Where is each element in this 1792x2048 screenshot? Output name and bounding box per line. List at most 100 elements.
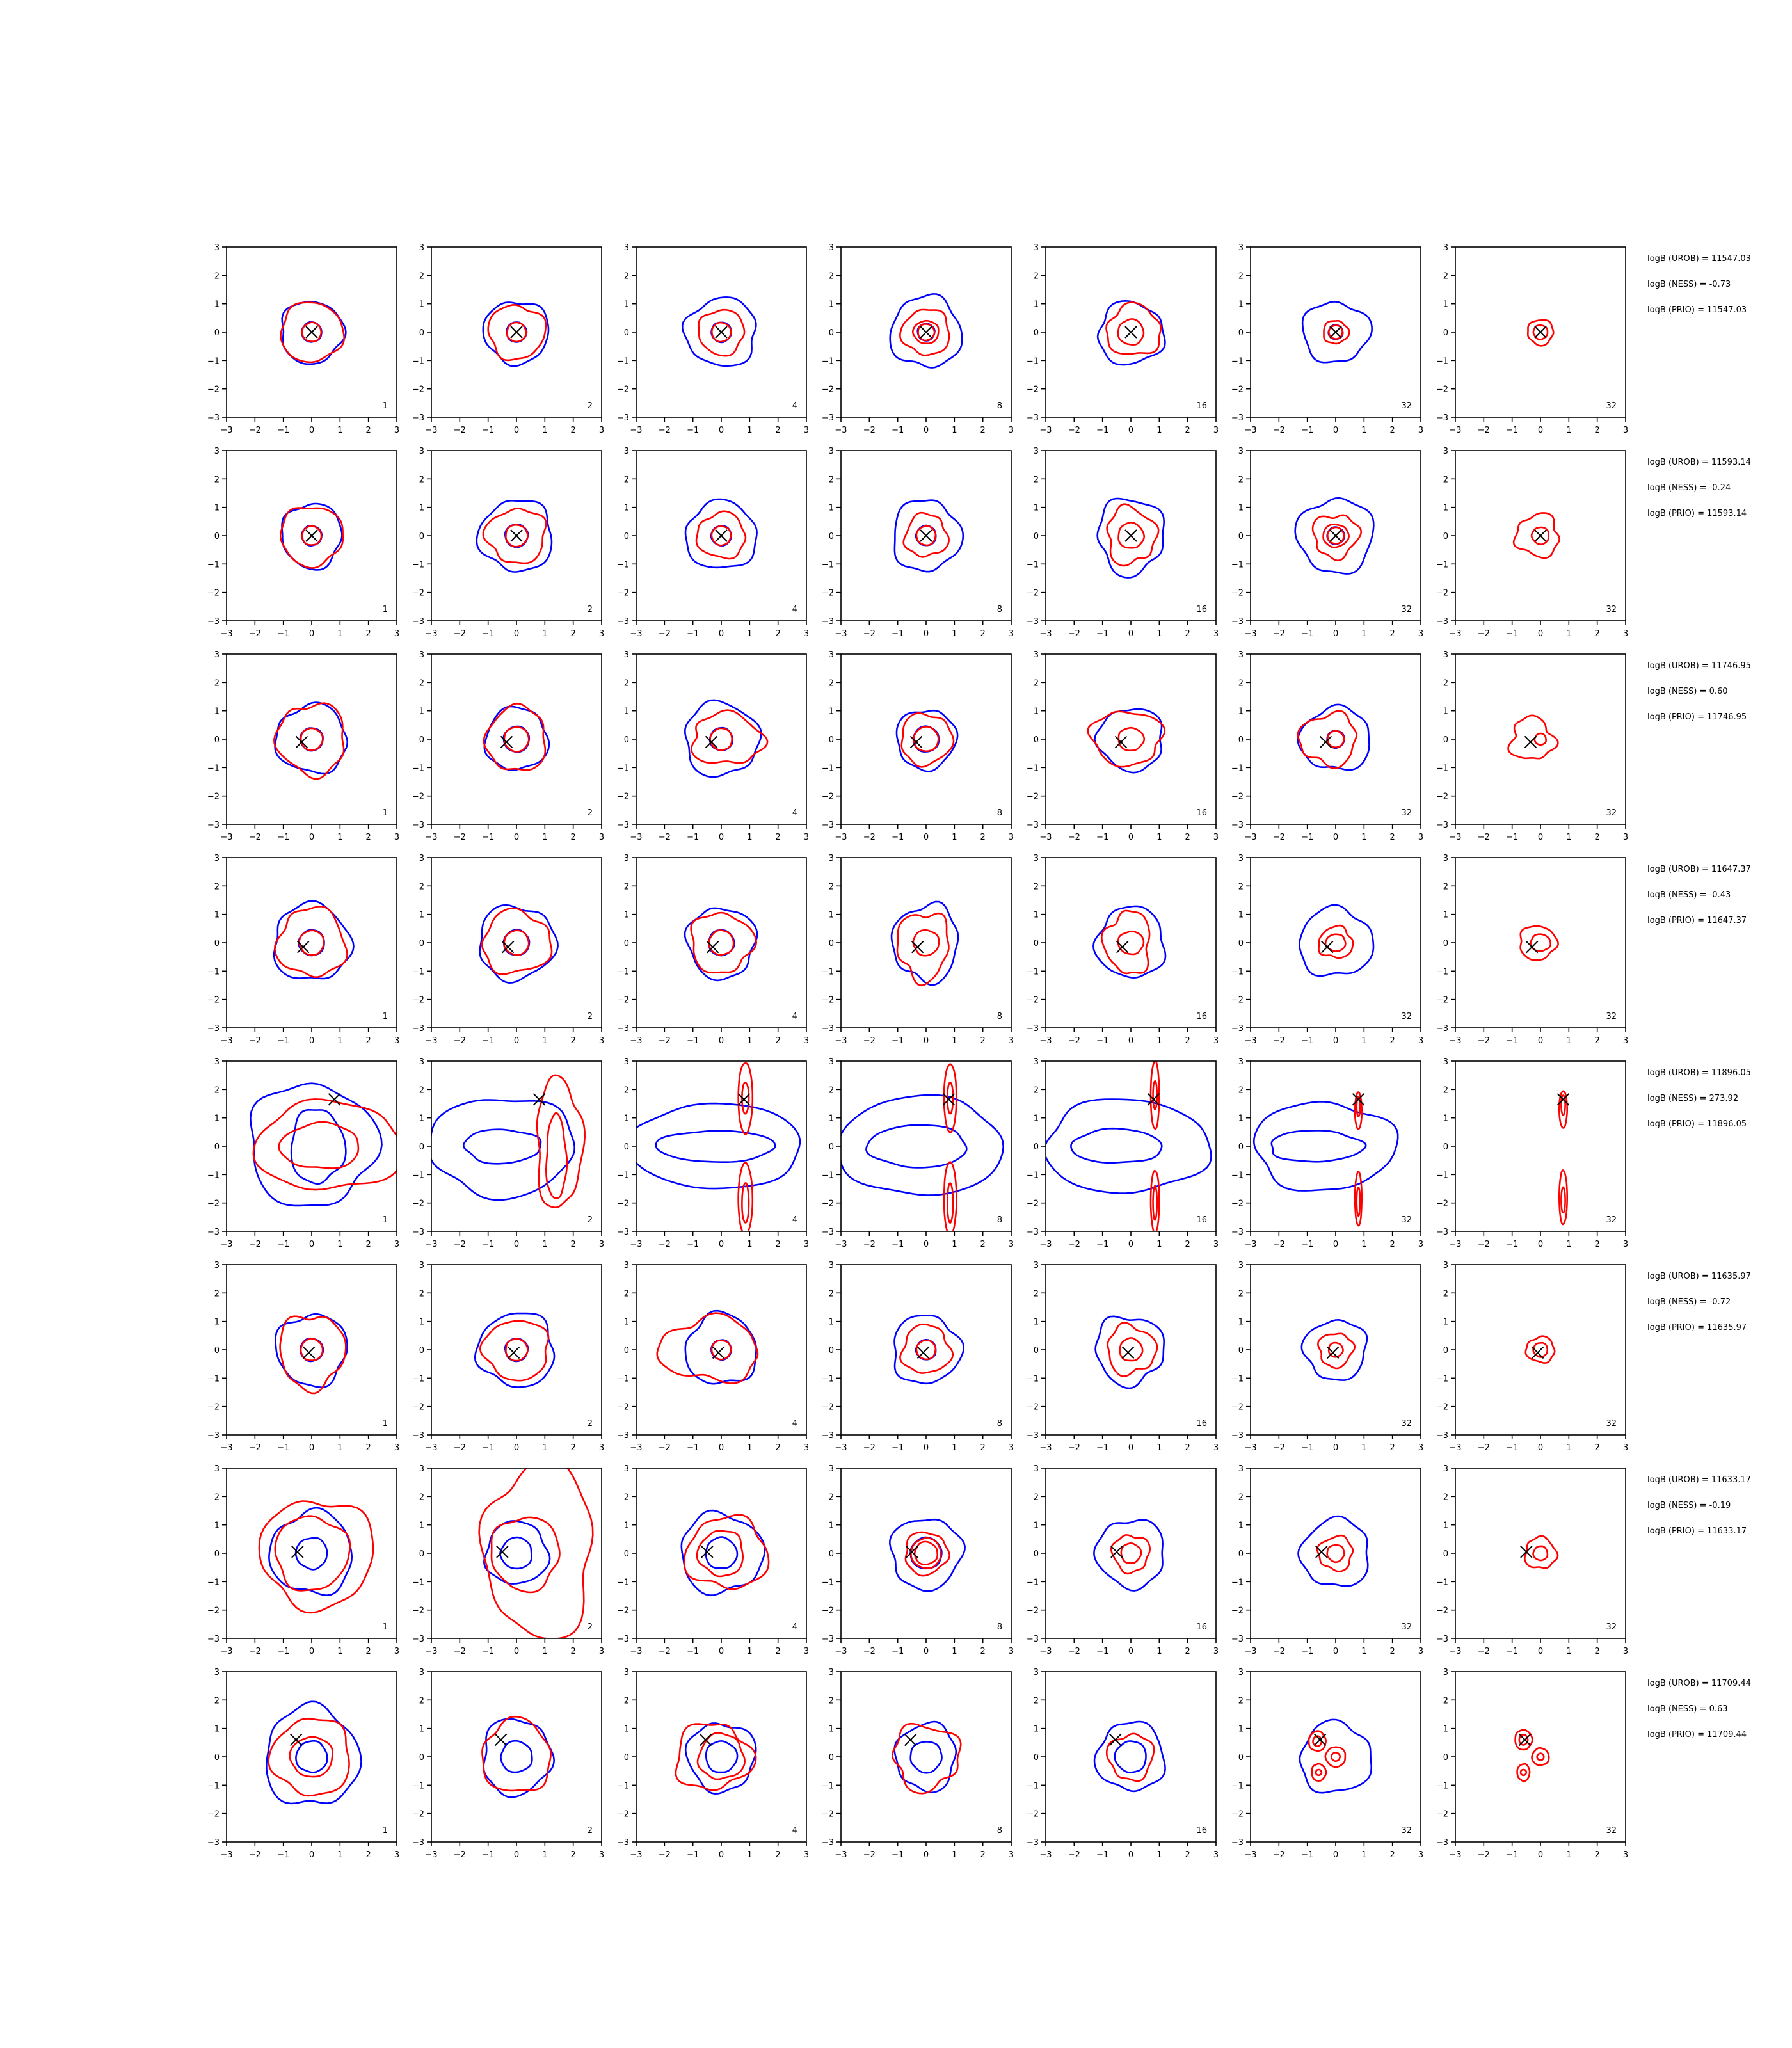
x-tick-label: 3 — [804, 1850, 809, 1860]
red-contour — [536, 1074, 586, 1208]
y-tick-label: −1 — [822, 967, 834, 977]
x-tick-label: 1 — [1156, 1240, 1162, 1249]
y-tick-label: 0 — [829, 1346, 834, 1356]
red-contour — [1524, 1335, 1556, 1364]
logb-stat: logB (UROB) = 11746.95 — [1647, 661, 1751, 671]
subplot-r8-c4: −3−3 −2 −2 −1 −1 0 0 1 1 2 2 3 3 8 — [822, 1668, 1014, 1860]
x-tick-label: 3 — [394, 426, 399, 435]
subplot-r4-c5: −3−3 −2 −2 −1 −1 0 0 1 1 2 2 3 3 16 — [1027, 854, 1219, 1046]
x-tick-label: 2 — [571, 1647, 576, 1656]
axes-frame — [431, 1671, 602, 1843]
blue-contour — [895, 709, 959, 772]
plot-area — [482, 301, 550, 367]
x-tick-label: 3 — [599, 1036, 604, 1046]
red-contour — [1315, 1768, 1323, 1777]
plot-area — [1096, 497, 1165, 579]
red-inner-contour — [505, 524, 529, 548]
logb-stat: logB (UROB) = 11635.97 — [1647, 1272, 1751, 1281]
blue-contour — [1252, 1101, 1399, 1192]
red-contour — [280, 301, 345, 364]
y-tick-label: −2 — [822, 1403, 834, 1412]
x-tick-label: 1 — [952, 1647, 957, 1656]
y-tick-label: 0 — [214, 735, 220, 745]
true-location-marker — [712, 1346, 725, 1359]
x-tick-label: −2 — [863, 629, 876, 639]
y-tick-label: 1 — [1034, 1521, 1039, 1531]
x-tick-label: −2 — [863, 1036, 876, 1046]
y-tick-label: 0 — [1238, 532, 1244, 541]
axes-frame — [1455, 653, 1626, 825]
true-location-marker — [289, 1733, 303, 1747]
x-tick-label: 2 — [1595, 833, 1600, 842]
y-tick-label: −1 — [1027, 356, 1039, 366]
x-tick-label: 2 — [776, 1443, 781, 1453]
red-contour — [912, 929, 940, 957]
red-contour — [252, 1098, 397, 1191]
true-location-marker — [1124, 529, 1137, 542]
subplot-r7-c5: −3−3 −2 −2 −1 −1 0 0 1 1 2 2 3 3 16 — [1027, 1464, 1219, 1656]
x-tick-label: 3 — [804, 1647, 809, 1656]
x-tick-label: −1 — [687, 629, 699, 639]
y-tick-label: 2 — [1443, 1492, 1448, 1502]
y-tick-label: −3 — [1436, 413, 1448, 423]
x-tick-label: 1 — [1156, 1850, 1162, 1860]
red-contour — [899, 308, 950, 356]
subplot-r3-c1: −3−3 −2 −2 −1 −1 0 0 1 1 2 2 3 3 1 — [207, 650, 399, 842]
subplot-r4-c3: −3−3 −2 −2 −1 −1 0 0 1 1 2 2 3 3 4 — [617, 854, 809, 1046]
logb-stat: logB (NESS) = 273.92 — [1647, 1094, 1738, 1103]
blue-contour — [500, 1740, 533, 1773]
x-tick-label: −1 — [687, 1647, 699, 1656]
x-tick-label: −2 — [1068, 1647, 1080, 1656]
red-contour — [1106, 503, 1160, 567]
y-tick-label: −2 — [207, 1606, 220, 1616]
axes-frame — [1455, 1671, 1626, 1843]
x-tick-label: −1 — [1096, 833, 1108, 842]
x-tick-label: 0 — [514, 1036, 519, 1046]
plot-area — [895, 709, 959, 772]
x-tick-label: −1 — [482, 1036, 494, 1046]
x-tick-label: −2 — [454, 1647, 466, 1656]
x-tick-label: −2 — [1273, 426, 1285, 435]
y-tick-label: −2 — [617, 589, 629, 598]
y-tick-label: 2 — [1238, 1492, 1244, 1502]
y-tick-label: −2 — [412, 1810, 424, 1820]
column-label: 32 — [1401, 401, 1412, 411]
y-tick-label: 1 — [624, 1318, 629, 1327]
x-tick-label: 1 — [1566, 1850, 1571, 1860]
blue-contour — [268, 1507, 353, 1596]
x-tick-label: 0 — [309, 1240, 314, 1249]
y-tick-label: 2 — [419, 475, 424, 484]
y-tick-label: −2 — [1436, 1199, 1448, 1209]
red-contour — [481, 907, 553, 975]
subplot-r1-c4: −3−3 −2 −2 −1 −1 0 0 1 1 2 2 3 3 8 — [822, 243, 1014, 435]
x-tick-label: 3 — [1213, 1647, 1219, 1656]
y-tick-label: 0 — [214, 939, 220, 948]
x-tick-label: 3 — [394, 1647, 399, 1656]
x-tick-label: −2 — [1068, 833, 1080, 842]
subplot-r2-c4: −3−3 −2 −2 −1 −1 0 0 1 1 2 2 3 3 8 — [822, 447, 1014, 639]
y-tick-label: −2 — [412, 792, 424, 802]
y-tick-label: −3 — [207, 820, 220, 830]
plot-area — [841, 1063, 1004, 1231]
logb-stat: logB (PRIO) = 11633.17 — [1647, 1526, 1747, 1536]
subplot-r6-c6: −3−3 −2 −2 −1 −1 0 0 1 1 2 2 3 3 32 — [1231, 1261, 1423, 1453]
red-contour — [902, 511, 950, 558]
true-location-marker — [1124, 326, 1137, 339]
y-tick-label: 2 — [214, 882, 220, 892]
x-tick-label: 2 — [980, 1647, 986, 1656]
x-tick-label: 0 — [1128, 1240, 1133, 1249]
x-tick-label: 3 — [804, 629, 809, 639]
logb-stat: logB (UROB) = 11547.03 — [1647, 254, 1751, 264]
x-tick-label: 2 — [571, 1036, 576, 1046]
red-contour — [656, 1312, 759, 1384]
true-location-marker — [1320, 940, 1334, 954]
red-contour — [258, 1500, 374, 1614]
y-tick-label: −2 — [207, 589, 220, 598]
x-tick-label: 0 — [514, 1647, 519, 1656]
x-tick-label: −1 — [892, 1036, 904, 1046]
y-tick-label: −1 — [207, 764, 220, 773]
y-tick-label: −1 — [207, 560, 220, 570]
column-label: 2 — [588, 1215, 593, 1225]
y-tick-label: 3 — [624, 1057, 629, 1067]
x-tick-label: −2 — [249, 629, 261, 639]
